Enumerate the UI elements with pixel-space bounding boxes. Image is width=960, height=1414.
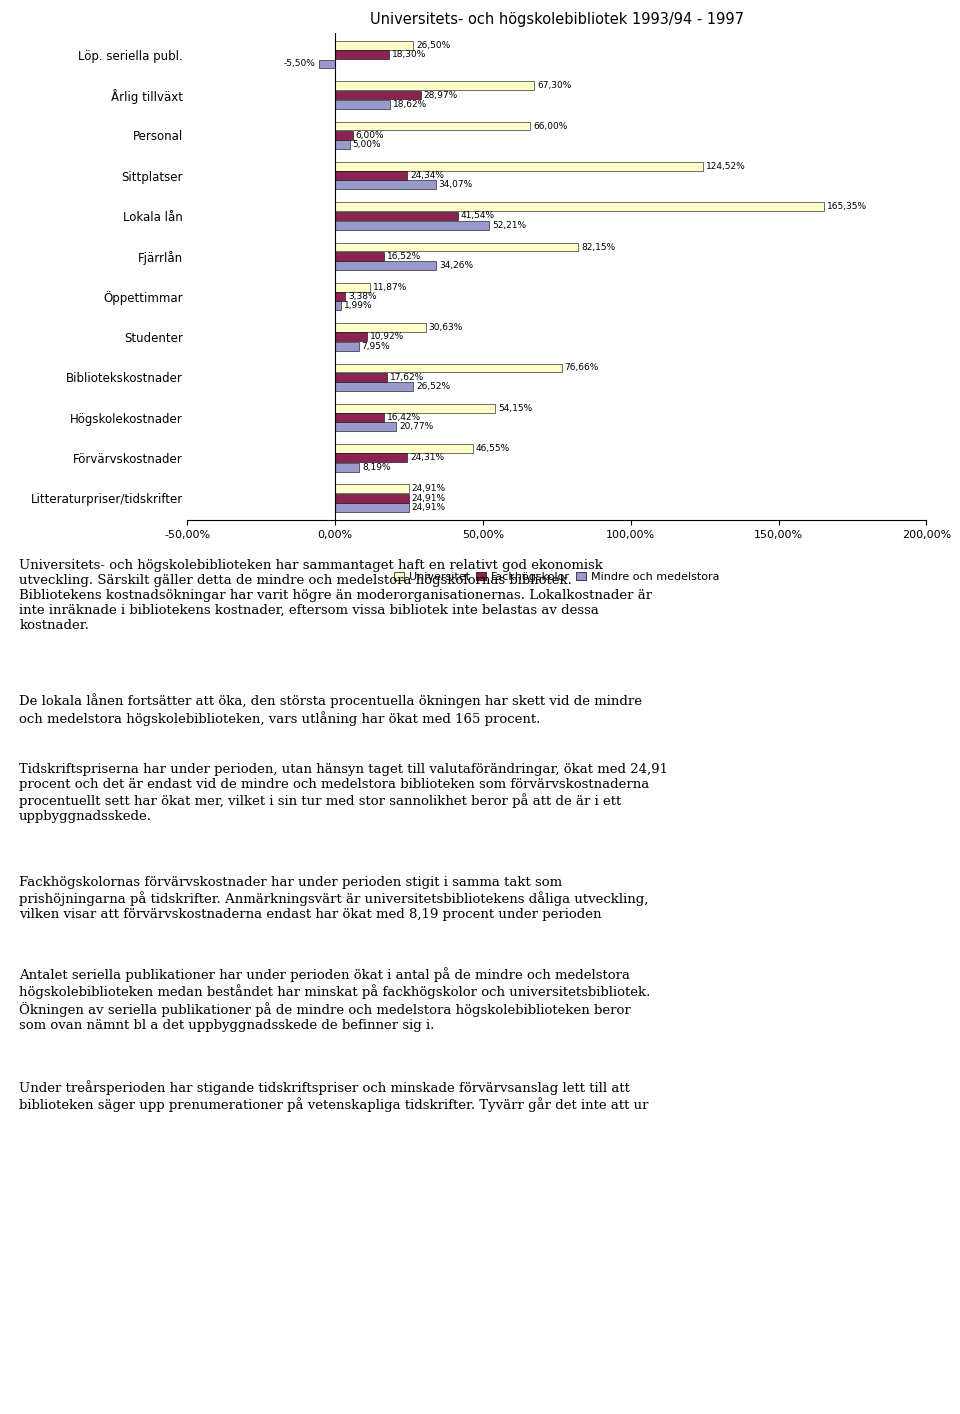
Text: 24,91%: 24,91% [412, 493, 445, 503]
Text: 24,31%: 24,31% [410, 454, 444, 462]
Bar [335, 252, 384, 260]
Bar [335, 324, 425, 332]
Text: 54,15%: 54,15% [498, 404, 533, 413]
Bar [335, 404, 495, 413]
Text: 24,91%: 24,91% [412, 485, 445, 493]
Text: 165,35%: 165,35% [827, 202, 867, 211]
Text: 76,66%: 76,66% [564, 363, 599, 372]
Bar [335, 462, 359, 472]
Bar [335, 132, 352, 140]
Bar [335, 243, 578, 252]
Bar [335, 493, 409, 502]
Text: 24,91%: 24,91% [412, 503, 445, 512]
Text: 10,92%: 10,92% [371, 332, 404, 341]
Text: De lokala lånen fortsätter att öka, den största procentuella ökningen har skett : De lokala lånen fortsätter att öka, den … [19, 694, 642, 725]
Text: Universitets- och högskolebiblioteken har sammantaget haft en relativt god ekono: Universitets- och högskolebiblioteken ha… [19, 559, 653, 632]
Bar [335, 485, 409, 493]
Text: 34,26%: 34,26% [440, 262, 473, 270]
Text: 8,19%: 8,19% [362, 462, 391, 472]
Bar [335, 163, 704, 171]
Text: 41,54%: 41,54% [461, 212, 495, 221]
Text: 52,21%: 52,21% [492, 221, 526, 229]
Text: Fackhögskolornas förvärvskostnader har under perioden stigit i samma takt som
pr: Fackhögskolornas förvärvskostnader har u… [19, 877, 649, 922]
Text: 30,63%: 30,63% [428, 324, 463, 332]
Title: Universitets- och högskolebibliotek 1993/94 - 1997: Universitets- och högskolebibliotek 1993… [370, 13, 744, 27]
Text: 6,00%: 6,00% [356, 132, 384, 140]
Bar [335, 181, 436, 189]
Bar [335, 212, 458, 221]
Text: Antalet seriella publikationer har under perioden ökat i antal på de mindre och : Antalet seriella publikationer har under… [19, 967, 651, 1032]
Bar [335, 332, 368, 341]
Bar [335, 503, 409, 512]
Bar [335, 202, 824, 211]
Bar [335, 262, 437, 270]
Bar [335, 171, 407, 180]
Bar [335, 100, 390, 109]
Bar [335, 382, 414, 390]
Text: 18,30%: 18,30% [392, 49, 426, 59]
Text: Under treårsperioden har stigande tidskriftspriser och minskade förvärvsanslag l: Under treårsperioden har stigande tidskr… [19, 1080, 649, 1113]
Bar [335, 122, 530, 130]
Bar [335, 140, 349, 148]
Bar [335, 81, 534, 90]
Text: 66,00%: 66,00% [533, 122, 567, 130]
Bar [335, 51, 389, 59]
Text: 82,15%: 82,15% [581, 243, 615, 252]
Bar [335, 342, 358, 351]
Text: 34,07%: 34,07% [439, 181, 473, 189]
Bar [335, 90, 420, 99]
Text: 1,99%: 1,99% [344, 301, 372, 310]
Text: 67,30%: 67,30% [537, 81, 571, 90]
Text: 17,62%: 17,62% [390, 373, 424, 382]
Text: 28,97%: 28,97% [423, 90, 458, 99]
Text: 3,38%: 3,38% [348, 293, 376, 301]
Legend: Universitet, Fackhögskolor, Mindre och medelstora: Universitet, Fackhögskolor, Mindre och m… [390, 567, 724, 587]
Text: 24,34%: 24,34% [410, 171, 444, 180]
Bar [319, 59, 335, 68]
Text: 124,52%: 124,52% [707, 161, 746, 171]
Bar [335, 444, 472, 452]
Bar [335, 413, 384, 421]
Text: 46,55%: 46,55% [475, 444, 510, 452]
Text: 5,00%: 5,00% [352, 140, 381, 148]
Bar [335, 301, 341, 310]
Text: 26,52%: 26,52% [417, 382, 450, 392]
Text: -5,50%: -5,50% [284, 59, 316, 68]
Bar [335, 454, 407, 462]
Bar [335, 373, 387, 382]
Bar [335, 363, 562, 372]
Bar [335, 293, 345, 301]
Bar [335, 423, 396, 431]
Text: 18,62%: 18,62% [393, 100, 427, 109]
Text: 16,52%: 16,52% [387, 252, 421, 260]
Bar [335, 283, 371, 291]
Text: 7,95%: 7,95% [362, 342, 390, 351]
Text: 20,77%: 20,77% [399, 423, 434, 431]
Bar [335, 221, 490, 229]
Text: 26,50%: 26,50% [417, 41, 450, 49]
Text: 11,87%: 11,87% [373, 283, 407, 291]
Text: 16,42%: 16,42% [387, 413, 420, 421]
Bar [335, 41, 414, 49]
Text: Tidskriftspriserna har under perioden, utan hänsyn taget till valutaförändringar: Tidskriftspriserna har under perioden, u… [19, 764, 668, 823]
